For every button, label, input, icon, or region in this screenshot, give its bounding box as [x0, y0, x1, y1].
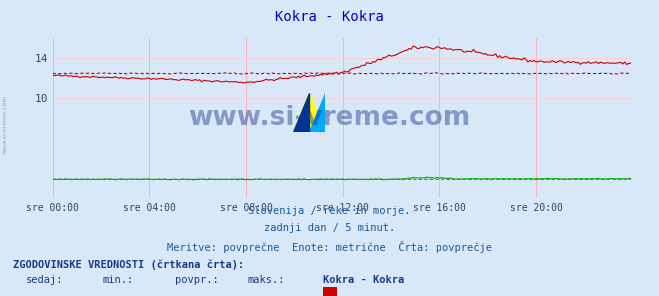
Text: zadnji dan / 5 minut.: zadnji dan / 5 minut.: [264, 223, 395, 234]
Polygon shape: [293, 93, 325, 132]
Text: povpr.:: povpr.:: [175, 275, 218, 285]
Text: Kokra - Kokra: Kokra - Kokra: [323, 275, 404, 285]
Text: ZGODOVINSKE VREDNOSTI (črtkana črta):: ZGODOVINSKE VREDNOSTI (črtkana črta):: [13, 259, 244, 269]
Polygon shape: [293, 93, 309, 132]
Text: sedaj:: sedaj:: [26, 275, 64, 285]
Text: Slovenija / reke in morje.: Slovenija / reke in morje.: [248, 206, 411, 216]
Text: min.:: min.:: [102, 275, 133, 285]
Text: Kokra - Kokra: Kokra - Kokra: [275, 10, 384, 24]
Text: Meritve: povprečne  Enote: metrične  Črta: povprečje: Meritve: povprečne Enote: metrične Črta:…: [167, 241, 492, 253]
Polygon shape: [309, 93, 325, 132]
Text: www.si-vreme.com: www.si-vreme.com: [3, 94, 8, 154]
Text: maks.:: maks.:: [247, 275, 285, 285]
Text: www.si-vreme.com: www.si-vreme.com: [188, 105, 471, 131]
